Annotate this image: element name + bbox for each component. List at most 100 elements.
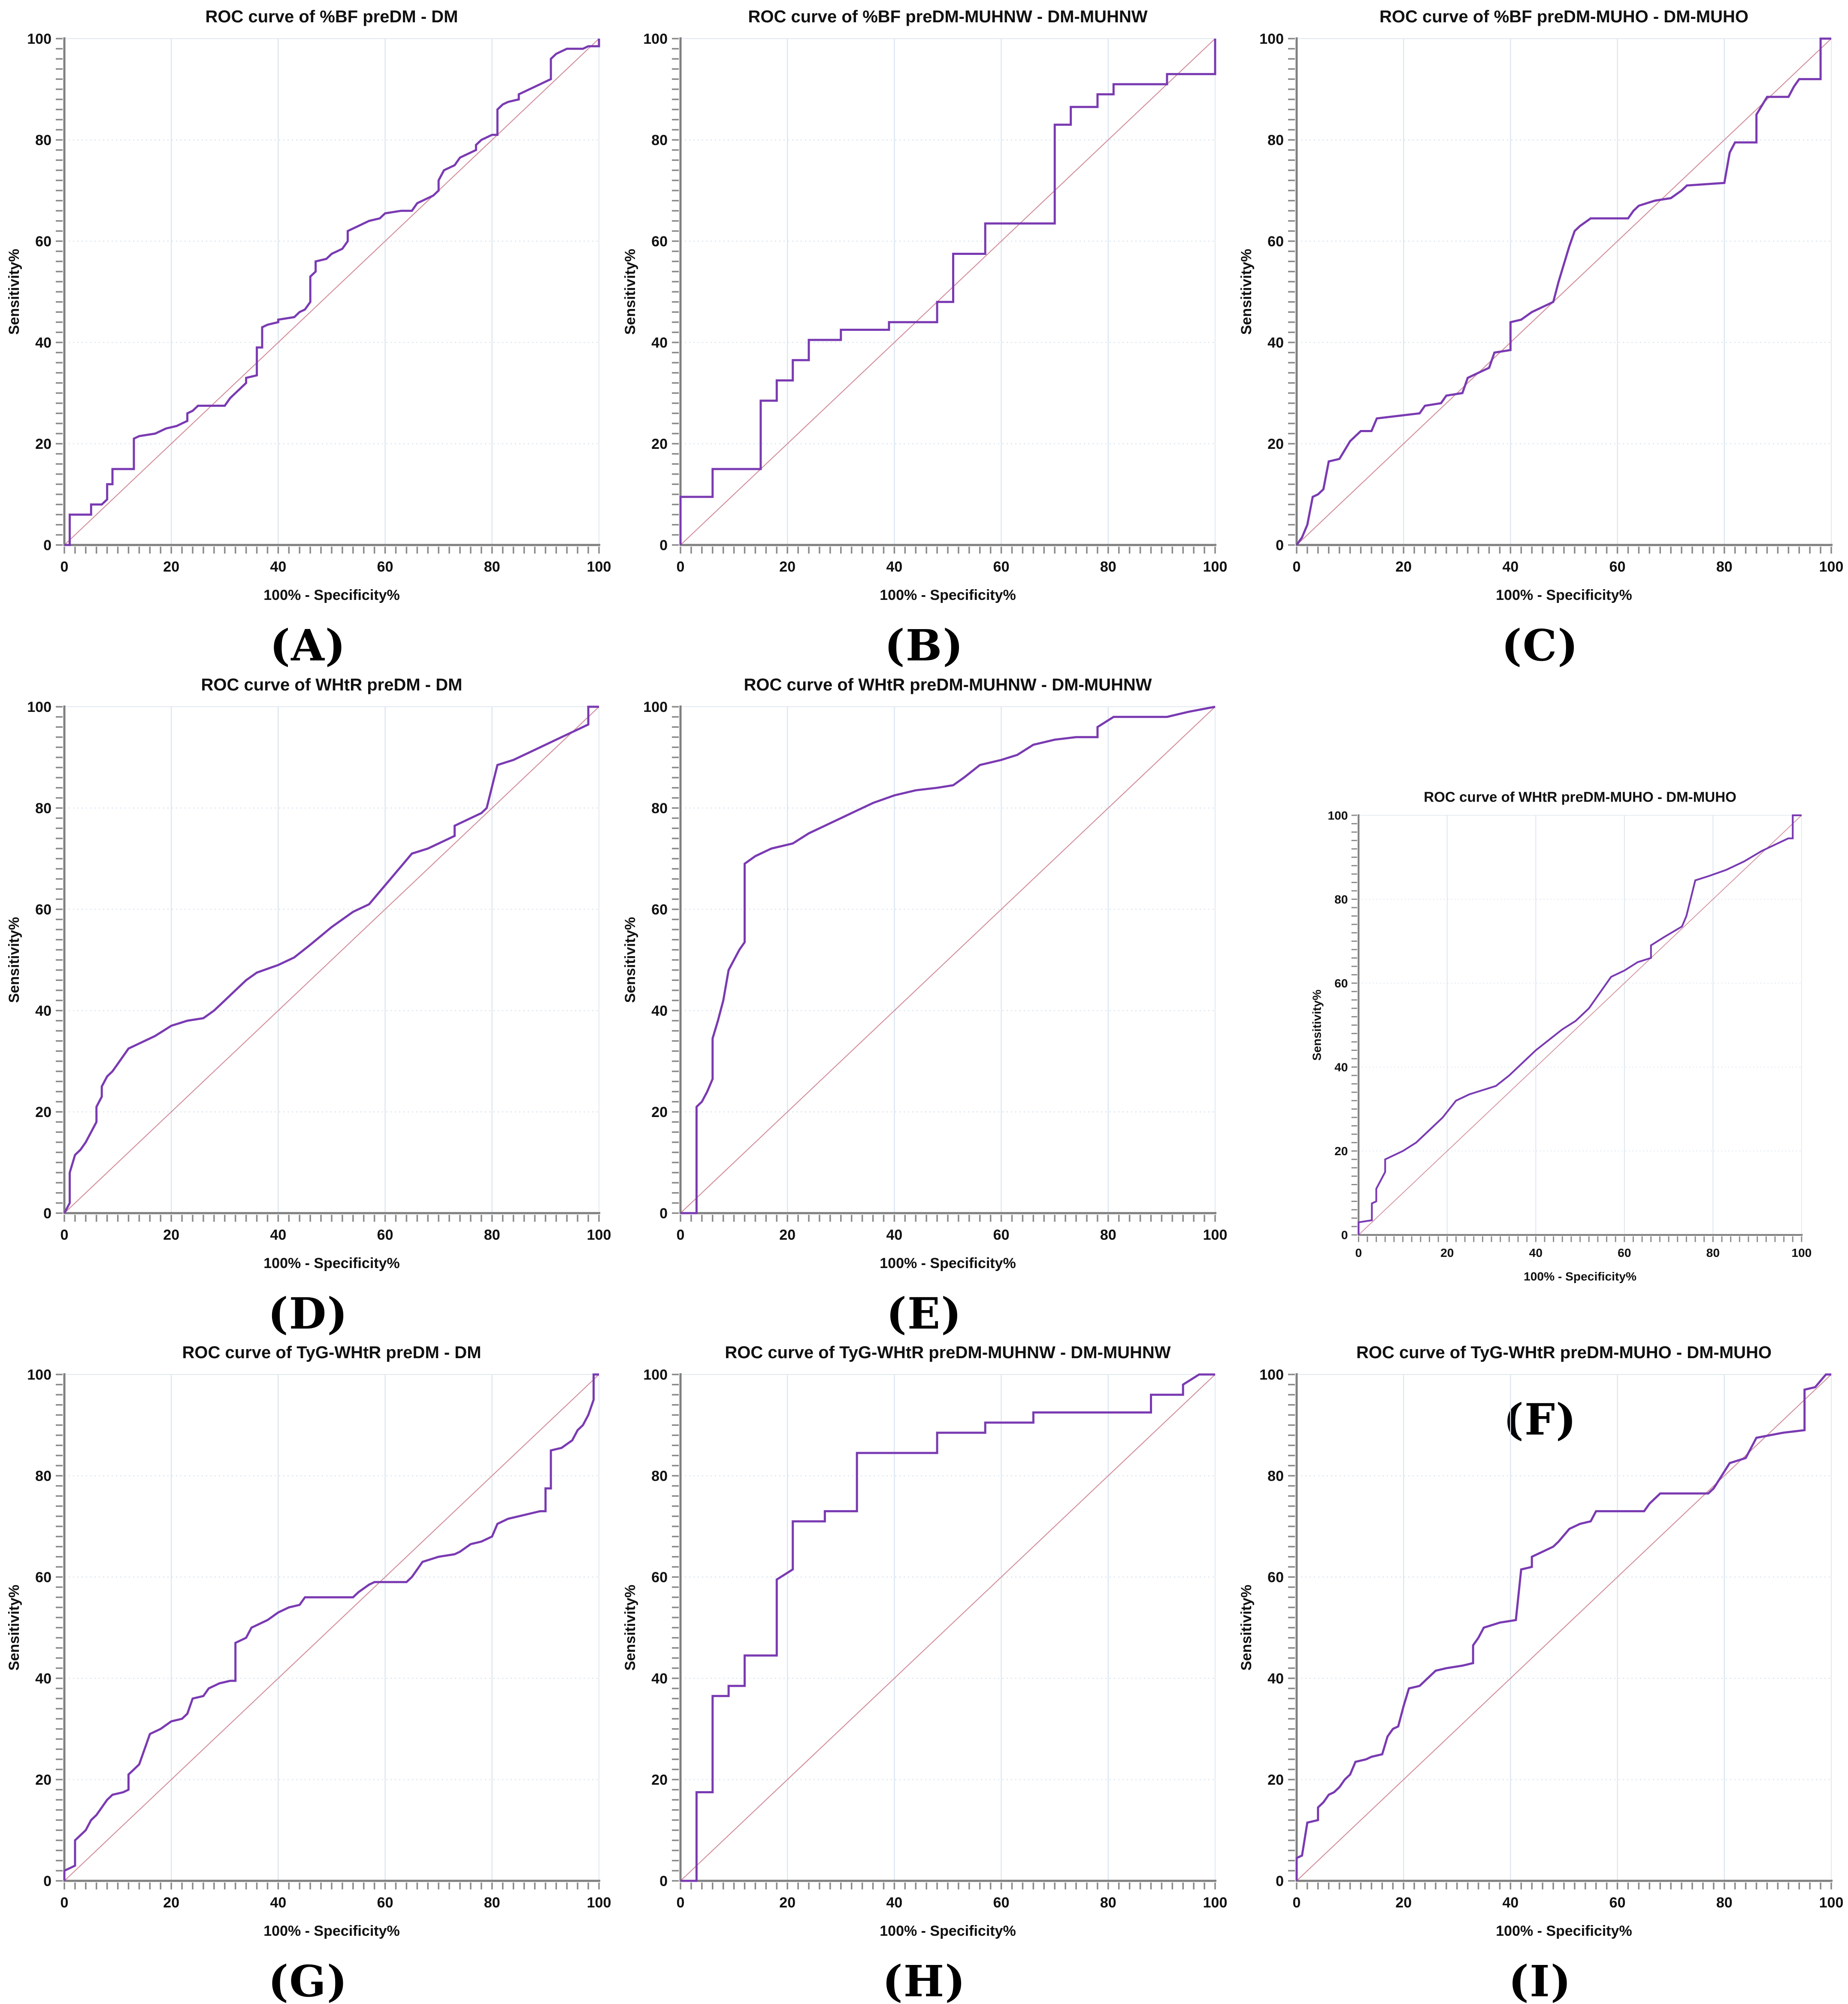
svg-text:20: 20: [1440, 1246, 1454, 1259]
svg-text:80: 80: [651, 800, 668, 817]
svg-text:80: 80: [1716, 559, 1733, 575]
roc-chart-svg-A: 0 20 40 60 80 100 0 20 40 60 80 100 ROC curve of %BF…: [6, 7, 611, 603]
svg-text:60: 60: [377, 559, 393, 575]
svg-text:20: 20: [163, 1895, 179, 1911]
svg-text:0: 0: [677, 559, 685, 575]
svg-text:80: 80: [651, 1468, 668, 1484]
axis-ticks: [1288, 38, 1832, 554]
svg-text:100: 100: [643, 31, 668, 47]
gridlines: [681, 1374, 1215, 1881]
svg-text:80: 80: [35, 1468, 51, 1484]
roc-chart-B: 0 20 40 60 80 100 0 20 40 60 80 100 ROC curve of %BF…: [616, 0, 1232, 618]
svg-text:60: 60: [1618, 1246, 1631, 1259]
svg-text:100: 100: [27, 31, 51, 47]
reference-diagonal-line: [64, 1374, 599, 1881]
roc-panel-F: 0 20 40 60 80 100 0 20 40 60 80 100 ROC curve of WHt…: [1232, 668, 1848, 1441]
svg-text:40: 40: [1267, 1671, 1284, 1687]
svg-text:100: 100: [587, 1227, 611, 1243]
gridlines: [64, 1374, 599, 1881]
roc-panel-C: 0 20 40 60 80 100 0 20 40 60 80 100 ROC curve of %BF…: [1232, 0, 1848, 668]
svg-text:0: 0: [60, 559, 69, 575]
axis-ticks: [56, 706, 600, 1222]
reference-diagonal-line: [64, 38, 599, 545]
svg-text:100: 100: [643, 699, 668, 715]
svg-text:20: 20: [1334, 1144, 1348, 1158]
panel-letter-E: (E): [886, 1288, 962, 1339]
axes: [679, 37, 1216, 546]
svg-text:60: 60: [993, 559, 1010, 575]
tick-labels: 0 20 40 60 80 100 0 20 40 60 80 100: [27, 699, 611, 1243]
axis-ticks: [672, 1374, 1216, 1889]
roc-chart-svg-E: 0 20 40 60 80 100 0 20 40 60 80 100 ROC curve of WHt…: [622, 675, 1228, 1271]
svg-text:100: 100: [27, 699, 51, 715]
roc-chart-svg-I: 0 20 40 60 80 100 0 20 40 60 80 100 ROC curve of TyG…: [1238, 1343, 1843, 1939]
reference-diagonal-line: [1296, 1374, 1832, 1881]
x-axis-label: 100% - Specificity%: [1496, 1923, 1632, 1939]
panel-letter-A: (A): [269, 620, 347, 671]
gridlines: [681, 39, 1215, 545]
roc-curve-line: [63, 1373, 599, 1881]
svg-text:20: 20: [1267, 436, 1284, 452]
svg-text:60: 60: [651, 1569, 668, 1586]
panel-letter-D: (D): [268, 1288, 348, 1339]
chart-title: ROC curve of TyG-WHtR preDM - DM: [182, 1343, 481, 1362]
axis-ticks: [672, 706, 1216, 1222]
reference-diagonal-line: [680, 38, 1216, 545]
chart-title: ROC curve of %BF preDM-MUHO - DM-MUHO: [1379, 7, 1748, 26]
gridlines: [1297, 39, 1831, 545]
svg-text:80: 80: [1716, 1895, 1733, 1911]
roc-chart-H: 0 20 40 60 80 100 0 20 40 60 80 100 ROC curve of TyG…: [616, 1336, 1232, 1954]
axis-ticks: [56, 1374, 600, 1889]
panel-letter-F: (F): [1503, 1394, 1577, 1445]
roc-chart-svg-G: 0 20 40 60 80 100 0 20 40 60 80 100 ROC curve of TyG…: [6, 1343, 611, 1939]
svg-text:60: 60: [993, 1227, 1010, 1243]
roc-chart-A: 0 20 40 60 80 100 0 20 40 60 80 100 ROC curve of %BF…: [0, 0, 616, 618]
tick-labels: 0 20 40 60 80 100 0 20 40 60 80 100: [1328, 808, 1812, 1259]
svg-text:20: 20: [1395, 1895, 1412, 1911]
svg-text:60: 60: [377, 1895, 393, 1911]
axis-ticks: [56, 38, 600, 554]
svg-text:80: 80: [1100, 559, 1116, 575]
roc-curve-line: [681, 1373, 1215, 1882]
svg-text:40: 40: [270, 559, 286, 575]
svg-text:0: 0: [1341, 1228, 1348, 1242]
roc-panel-E: 0 20 40 60 80 100 0 20 40 60 80 100 ROC curve of WHt…: [616, 668, 1232, 1336]
svg-text:80: 80: [484, 1895, 500, 1911]
y-axis-label: Sensitivity%: [1238, 249, 1255, 335]
svg-text:0: 0: [677, 1895, 685, 1911]
x-axis-label: 100% - Specificity%: [263, 1255, 399, 1271]
roc-chart-E: 0 20 40 60 80 100 0 20 40 60 80 100 ROC curve of WHt…: [616, 668, 1232, 1286]
svg-text:100: 100: [1203, 1227, 1228, 1243]
roc-curve-line: [1295, 37, 1831, 546]
axes: [1358, 814, 1803, 1236]
svg-text:60: 60: [1609, 559, 1626, 575]
svg-text:80: 80: [1100, 1227, 1116, 1243]
svg-text:100: 100: [1819, 559, 1844, 575]
svg-text:60: 60: [651, 233, 668, 250]
roc-curve-line: [63, 705, 599, 1214]
svg-text:20: 20: [1267, 1772, 1284, 1788]
roc-chart-I: 0 20 40 60 80 100 0 20 40 60 80 100 ROC curve of TyG…: [1232, 1336, 1848, 1954]
svg-text:20: 20: [779, 559, 795, 575]
svg-text:40: 40: [886, 1895, 902, 1911]
svg-text:20: 20: [651, 1104, 668, 1120]
panel-letter-C: (C): [1501, 620, 1579, 671]
svg-text:0: 0: [60, 1227, 69, 1243]
reference-diagonal-line: [1358, 815, 1802, 1235]
svg-text:40: 40: [270, 1227, 286, 1243]
chart-title: ROC curve of %BF preDM - DM: [206, 7, 458, 26]
svg-text:60: 60: [35, 902, 51, 918]
gridlines: [64, 39, 599, 545]
roc-chart-F: 0 20 40 60 80 100 0 20 40 60 80 100 ROC curve of WHt…: [1232, 730, 1848, 1348]
svg-text:0: 0: [43, 1205, 51, 1222]
chart-title: ROC curve of %BF preDM-MUHNW - DM-MUHNW: [748, 7, 1147, 26]
svg-text:60: 60: [35, 1569, 51, 1586]
tick-labels: 0 20 40 60 80 100 0 20 40 60 80 100: [27, 31, 611, 575]
roc-panel-A: 0 20 40 60 80 100 0 20 40 60 80 100 ROC curve of %BF…: [0, 0, 616, 668]
svg-text:60: 60: [1609, 1895, 1626, 1911]
svg-text:80: 80: [35, 800, 51, 817]
roc-curve-line: [1295, 1373, 1831, 1881]
svg-text:80: 80: [35, 132, 51, 148]
svg-text:60: 60: [1334, 976, 1348, 990]
svg-text:0: 0: [659, 1205, 668, 1222]
